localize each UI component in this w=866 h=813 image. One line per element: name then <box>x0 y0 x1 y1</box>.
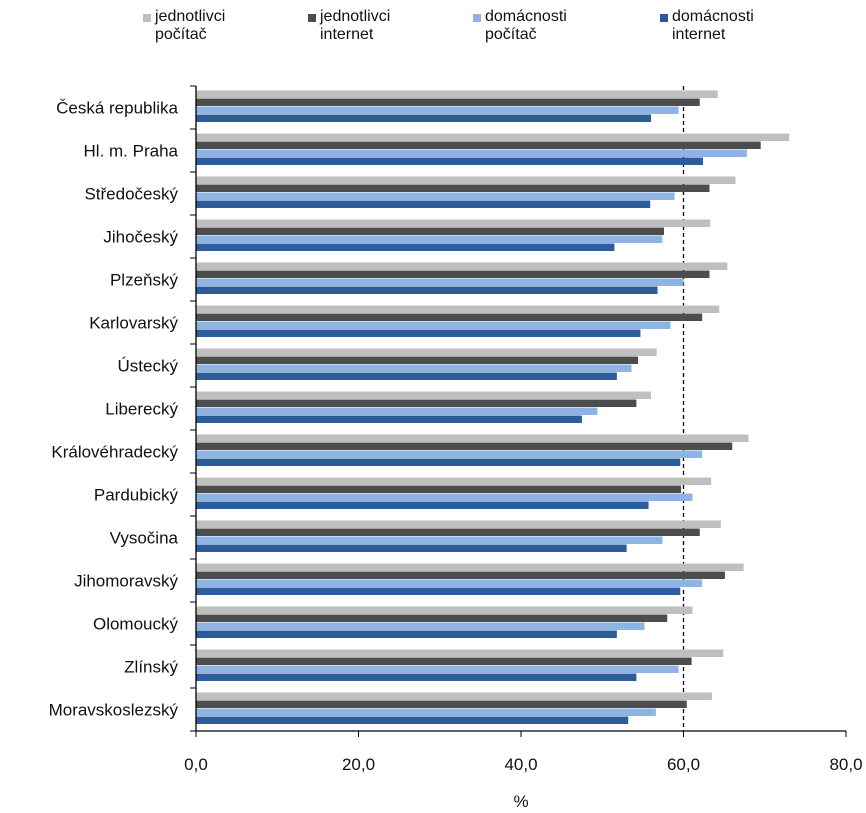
bar-4-11 <box>196 544 627 552</box>
bar-3-5 <box>196 278 684 286</box>
bar-1-2 <box>196 133 790 141</box>
legend-item-jednotlivci-pocitac: jednotlivci počítač <box>143 8 225 44</box>
legend-swatch-jednotlivci-pocitac <box>143 14 151 22</box>
bar-2-4 <box>196 227 664 235</box>
category-label: Zlínský <box>124 658 178 677</box>
legend-label-jednotlivci-pocitac: jednotlivci počítač <box>155 8 226 43</box>
bar-3-4 <box>196 235 663 243</box>
bar-1-11 <box>196 520 721 528</box>
bar-2-13 <box>196 614 668 622</box>
bar-3-3 <box>196 192 675 200</box>
bar-2-6 <box>196 313 703 321</box>
bar-4-14 <box>196 673 637 681</box>
legend-item-domacnosti-pocitac: domácnosti počítač <box>473 8 567 44</box>
bar-3-10 <box>196 493 693 501</box>
bar-3-11 <box>196 536 663 544</box>
bar-4-7 <box>196 372 617 380</box>
category-label: Ústecký <box>118 357 179 376</box>
category-label: Vysočina <box>110 529 179 548</box>
bar-4-4 <box>196 243 615 251</box>
bar-4-5 <box>196 286 658 294</box>
category-label: Pardubický <box>94 486 179 505</box>
x-tick-label: 80,0 <box>829 755 862 774</box>
bar-1-7 <box>196 348 657 356</box>
category-label: Jihočeský <box>103 228 178 247</box>
bar-3-7 <box>196 364 632 372</box>
bar-3-2 <box>196 149 747 157</box>
bar-2-10 <box>196 485 682 493</box>
bar-1-6 <box>196 305 720 313</box>
bar-4-12 <box>196 587 681 595</box>
legend-item-jednotlivci-internet: jednotlivci internet <box>308 8 390 44</box>
bar-1-10 <box>196 477 712 485</box>
bar-3-15 <box>196 708 656 716</box>
bar-2-11 <box>196 528 700 536</box>
bar-4-10 <box>196 501 649 509</box>
legend-label-domacnosti-internet: domácnosti internet <box>672 8 754 43</box>
bar-2-3 <box>196 184 710 192</box>
bar-2-7 <box>196 356 638 364</box>
category-label: Česká republika <box>56 99 178 118</box>
category-label: Královéhradecký <box>51 443 178 462</box>
bar-1-14 <box>196 649 724 657</box>
bar-1-5 <box>196 262 728 270</box>
bar-4-8 <box>196 415 582 423</box>
bar-3-8 <box>196 407 598 415</box>
bar-2-8 <box>196 399 637 407</box>
x-tick-label: 40,0 <box>504 755 537 774</box>
bar-3-14 <box>196 665 679 673</box>
bar-2-1 <box>196 98 700 106</box>
bar-2-2 <box>196 141 761 149</box>
bar-4-9 <box>196 458 681 466</box>
bar-2-15 <box>196 700 687 708</box>
bar-1-1 <box>196 90 718 98</box>
legend-label-domacnosti-pocitac: domácnosti počítač <box>485 8 567 43</box>
category-label: Středočeský <box>84 185 178 204</box>
x-axis-title: % <box>513 792 528 811</box>
x-tick-label: 60,0 <box>667 755 700 774</box>
bar-3-13 <box>196 622 645 630</box>
bar-2-5 <box>196 270 710 278</box>
category-label: Jihomoravský <box>74 572 178 591</box>
bar-1-12 <box>196 563 744 571</box>
category-label: Moravskoslezský <box>49 701 179 720</box>
bar-4-15 <box>196 716 629 724</box>
bar-3-6 <box>196 321 671 329</box>
bar-1-9 <box>196 434 749 442</box>
legend-swatch-domacnosti-pocitac <box>473 14 481 22</box>
bar-3-12 <box>196 579 703 587</box>
bar-1-15 <box>196 692 712 700</box>
bar-3-1 <box>196 106 679 114</box>
bar-1-8 <box>196 391 651 399</box>
category-label: Hl. m. Praha <box>84 142 179 161</box>
legend-swatch-jednotlivci-internet <box>308 14 316 22</box>
legend-swatch-domacnosti-internet <box>660 14 668 22</box>
bar-2-14 <box>196 657 692 665</box>
bar-4-6 <box>196 329 641 337</box>
bar-1-4 <box>196 219 711 227</box>
legend-item-domacnosti-internet: domácnosti internet <box>660 8 754 44</box>
category-label: Plzeňský <box>110 271 179 290</box>
x-tick-label: 0,0 <box>184 755 208 774</box>
legend: jednotlivci počítač jednotlivci internet… <box>0 8 866 64</box>
bar-4-13 <box>196 630 617 638</box>
x-tick-label: 20,0 <box>342 755 375 774</box>
category-label: Olomoucký <box>93 615 179 634</box>
bar-2-12 <box>196 571 725 579</box>
bar-1-3 <box>196 176 736 184</box>
bar-3-9 <box>196 450 703 458</box>
category-label: Liberecký <box>105 400 178 419</box>
category-label: Karlovarský <box>89 314 178 333</box>
bar-4-1 <box>196 114 651 122</box>
bar-4-2 <box>196 157 703 165</box>
bar-2-9 <box>196 442 733 450</box>
bar-4-3 <box>196 200 651 208</box>
legend-label-jednotlivci-internet: jednotlivci internet <box>320 8 391 43</box>
bar-1-13 <box>196 606 693 614</box>
